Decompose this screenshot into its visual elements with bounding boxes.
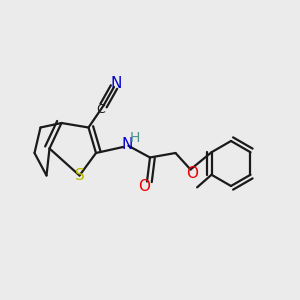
Text: S: S xyxy=(75,168,84,183)
Text: O: O xyxy=(139,179,151,194)
Text: C: C xyxy=(96,103,105,116)
Text: H: H xyxy=(130,131,140,145)
Text: O: O xyxy=(186,166,198,181)
Text: N: N xyxy=(111,76,122,91)
Text: N: N xyxy=(122,137,133,152)
